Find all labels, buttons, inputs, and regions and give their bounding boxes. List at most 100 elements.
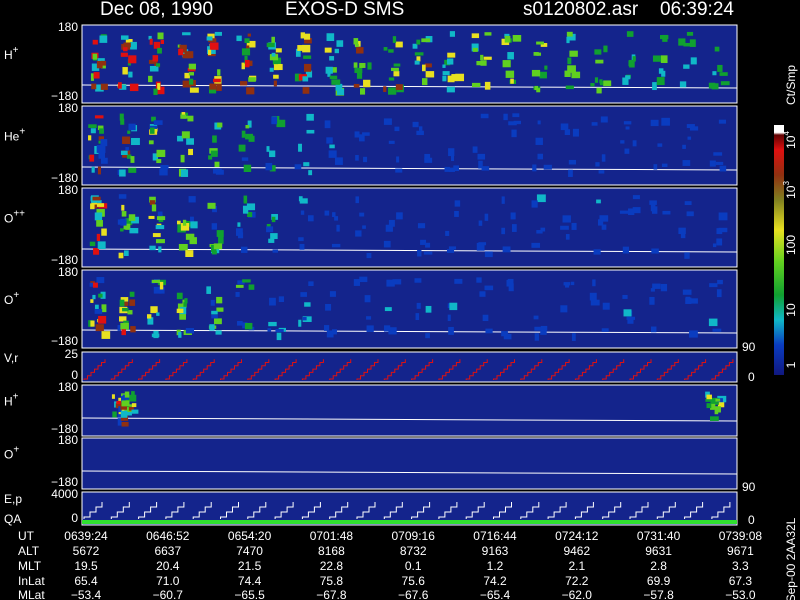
y-tick-label: 180: [58, 20, 78, 34]
spectrogram-cell: [510, 212, 516, 220]
spectrogram-cell: [476, 277, 482, 283]
spectrogram-cell: [623, 121, 632, 125]
spectrogram-cell: [266, 223, 271, 228]
colorbar-tick-label: 103: [782, 181, 798, 199]
panel-label: V,r: [4, 351, 18, 365]
spectrogram-cell: [536, 194, 546, 203]
spectrogram-cell: [247, 211, 253, 218]
spectrogram-cell: [507, 52, 514, 60]
spectrogram-cell: [533, 315, 539, 320]
spectrogram-cell: [537, 153, 544, 160]
trace-line: [81, 470, 738, 475]
spectrogram-cell: [304, 63, 312, 72]
spectrogram-cell: [188, 148, 194, 156]
spectrogram-cell: [157, 83, 161, 90]
spectrogram-cell: [480, 113, 489, 119]
spectrogram-cell: [304, 33, 311, 40]
spectrogram-cell: [454, 278, 463, 284]
table-cell: 0724:12: [555, 529, 599, 543]
table-cell: 74.4: [238, 574, 262, 588]
spectrogram-cell: [128, 214, 136, 221]
spectrogram-cell: [211, 314, 218, 319]
spectrogram-cell: [211, 244, 217, 253]
table-cell: 2.8: [650, 559, 667, 573]
table-cell: 3.3: [732, 559, 749, 573]
colorbar: [774, 125, 784, 375]
spectrogram-cell: [336, 40, 344, 47]
spectrogram-cell: [596, 199, 601, 204]
spectrogram-cell: [678, 38, 686, 46]
spectrogram-cell: [120, 322, 129, 330]
spectrogram-cell: [592, 279, 596, 287]
spectrogram-cell: [269, 165, 276, 172]
spectrogram-cell: [247, 120, 252, 128]
spectrogram-cell: [117, 418, 122, 426]
spectrogram-cell: [629, 59, 635, 68]
spectrogram-cell: [153, 286, 162, 294]
spectrogram-cell: [590, 299, 600, 306]
spectrogram-cell: [454, 200, 461, 207]
spectrogram-cell: [92, 204, 98, 209]
table-cell: 22.8: [320, 559, 344, 573]
spectrogram-cell: [92, 282, 98, 288]
spectrogram-cell: [591, 122, 598, 126]
spectrogram-cell: [619, 210, 629, 214]
spectrogram-cell: [603, 45, 608, 53]
spectrogram-cell: [303, 162, 310, 167]
spectrogram-cell: [118, 252, 124, 259]
spectrogram-cell: [130, 156, 135, 163]
spectrogram-cell: [148, 75, 153, 83]
spectrogram-cell: [596, 87, 602, 94]
colorbar-tick-label: 1: [784, 361, 798, 368]
spectrogram-cell: [449, 302, 458, 311]
spectrogram-cell: [100, 157, 108, 164]
spectrogram-cell: [650, 326, 657, 333]
spectrogram-cell: [122, 394, 130, 403]
spectrogram-cell: [415, 313, 420, 321]
spectrogram-cell: [536, 230, 543, 234]
spectrogram-cell: [482, 314, 489, 322]
spectrogram-cell: [388, 219, 395, 227]
spectrogram-cell: [151, 116, 156, 122]
spectrogram-cell: [416, 302, 421, 309]
spectrogram-cell: [306, 113, 314, 121]
spectrogram-cell: [544, 65, 548, 70]
spectrogram-cell: [364, 295, 371, 303]
spectrogram-cell: [682, 144, 686, 149]
sweep-trace: [83, 359, 734, 380]
table-cell: −65.5: [234, 588, 265, 600]
spectrogram-cell: [572, 128, 579, 137]
spectrogram-cell: [451, 74, 458, 82]
spectrogram-cell: [362, 225, 366, 229]
spectrogram-cell: [217, 122, 223, 128]
colorbar-tick-exp: 4: [782, 131, 791, 136]
spectrogram-cell: [101, 331, 111, 339]
spectrogram-cell: [155, 239, 165, 244]
panel-label: H+: [4, 391, 19, 409]
spectrogram-cell: [501, 331, 508, 337]
spectrogram-cell: [178, 243, 188, 251]
spectrogram-cell: [661, 70, 666, 77]
spectrogram-cell: [328, 150, 337, 158]
spectrogram-cell: [420, 239, 427, 245]
spectrogram-cell: [209, 83, 217, 90]
spectrogram-cell: [241, 48, 251, 56]
panel-label-text: O: [4, 448, 13, 462]
spectrogram-cell: [512, 113, 520, 118]
spectrogram-cell: [598, 170, 605, 174]
colorbar-tick-base: 10: [784, 135, 798, 149]
spectrogram-cell: [418, 126, 423, 131]
spectrogram-cell: [215, 169, 224, 175]
spectrogram-cell: [484, 285, 494, 291]
spectrogram-cell: [95, 324, 104, 332]
spectrogram-cell: [269, 67, 274, 72]
spectrogram-cell: [712, 71, 717, 76]
spectrogram-cell: [98, 293, 103, 298]
spectrogram-cell: [160, 39, 165, 44]
spectrogram-cell: [147, 317, 154, 325]
spectrogram-cell: [589, 292, 597, 301]
spectrogram-cell: [425, 242, 431, 248]
spectrogram-cell: [543, 164, 552, 170]
table-cell: 0.1: [405, 559, 422, 573]
y-tick-label: 25: [65, 347, 79, 361]
